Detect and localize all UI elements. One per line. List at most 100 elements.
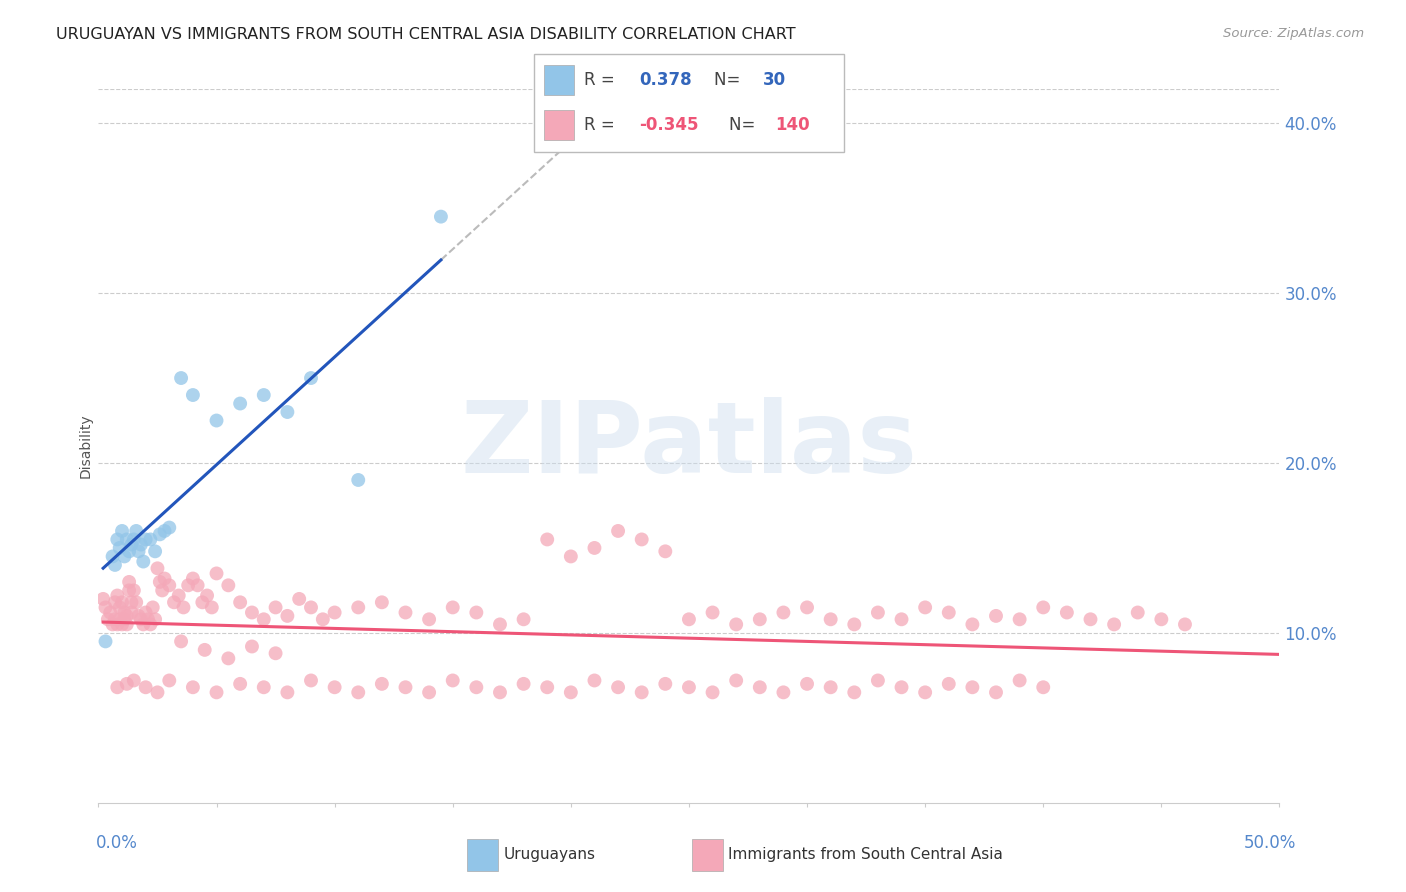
Text: R =: R = bbox=[583, 71, 620, 89]
Point bbox=[108, 541, 131, 555]
Point bbox=[1102, 617, 1125, 632]
Point bbox=[135, 680, 157, 694]
Point bbox=[1080, 612, 1102, 626]
Point bbox=[394, 606, 416, 620]
Point bbox=[167, 589, 190, 603]
Point bbox=[105, 533, 128, 547]
Point bbox=[489, 685, 512, 699]
Point bbox=[560, 685, 582, 699]
Point bbox=[121, 537, 143, 551]
Point bbox=[702, 685, 724, 699]
Point bbox=[678, 680, 700, 694]
Point bbox=[630, 685, 652, 699]
Point bbox=[276, 608, 298, 623]
Point bbox=[1056, 606, 1078, 620]
Point bbox=[163, 595, 186, 609]
Point bbox=[229, 595, 252, 609]
Point bbox=[607, 524, 630, 538]
Point bbox=[122, 583, 145, 598]
Point bbox=[121, 595, 143, 609]
Bar bbox=[544, 111, 575, 140]
Text: 0.378: 0.378 bbox=[640, 71, 692, 89]
Point bbox=[97, 612, 120, 626]
Point bbox=[1126, 606, 1149, 620]
Point bbox=[253, 388, 276, 402]
Point bbox=[820, 680, 842, 694]
Point bbox=[347, 685, 370, 699]
Point bbox=[962, 680, 984, 694]
Point bbox=[146, 561, 169, 575]
Point bbox=[139, 533, 162, 547]
Point bbox=[205, 566, 228, 581]
Point bbox=[253, 612, 276, 626]
Point bbox=[371, 677, 394, 691]
Point bbox=[112, 612, 135, 626]
Point bbox=[191, 595, 214, 609]
Point bbox=[583, 673, 606, 688]
Point bbox=[536, 533, 558, 547]
Text: Immigrants from South Central Asia: Immigrants from South Central Asia bbox=[728, 847, 1004, 862]
Text: 50.0%: 50.0% bbox=[1244, 834, 1296, 852]
Point bbox=[149, 574, 172, 589]
Point bbox=[1008, 612, 1031, 626]
Point bbox=[104, 595, 127, 609]
Point bbox=[512, 612, 534, 626]
Text: N=: N= bbox=[730, 116, 761, 134]
Point bbox=[170, 634, 193, 648]
FancyBboxPatch shape bbox=[534, 54, 844, 152]
Point bbox=[135, 533, 157, 547]
Point bbox=[536, 680, 558, 694]
Point bbox=[844, 617, 866, 632]
Point bbox=[135, 606, 157, 620]
Point bbox=[217, 578, 239, 592]
Point bbox=[181, 388, 204, 402]
Point bbox=[128, 544, 150, 558]
Point bbox=[146, 685, 169, 699]
Bar bbox=[544, 65, 575, 95]
Point bbox=[323, 606, 346, 620]
Point bbox=[177, 578, 200, 592]
Point bbox=[796, 677, 818, 691]
Point bbox=[132, 617, 155, 632]
Text: 140: 140 bbox=[776, 116, 810, 134]
Point bbox=[181, 680, 204, 694]
Point bbox=[194, 643, 217, 657]
Point bbox=[115, 677, 138, 691]
Point bbox=[143, 544, 166, 558]
Point bbox=[654, 544, 676, 558]
Point bbox=[394, 680, 416, 694]
Point bbox=[465, 606, 488, 620]
Point bbox=[108, 600, 131, 615]
Point bbox=[1032, 680, 1054, 694]
Point bbox=[772, 606, 794, 620]
Point bbox=[94, 600, 117, 615]
Text: -0.345: -0.345 bbox=[640, 116, 699, 134]
Point bbox=[276, 685, 298, 699]
Point bbox=[418, 685, 440, 699]
Point bbox=[195, 589, 218, 603]
Text: URUGUAYAN VS IMMIGRANTS FROM SOUTH CENTRAL ASIA DISABILITY CORRELATION CHART: URUGUAYAN VS IMMIGRANTS FROM SOUTH CENTR… bbox=[56, 27, 796, 42]
Point bbox=[205, 685, 228, 699]
Point bbox=[104, 558, 127, 572]
Point bbox=[347, 600, 370, 615]
Point bbox=[101, 549, 124, 564]
Point bbox=[748, 612, 770, 626]
Point bbox=[1032, 600, 1054, 615]
Text: Source: ZipAtlas.com: Source: ZipAtlas.com bbox=[1223, 27, 1364, 40]
Bar bbox=[692, 839, 723, 871]
Point bbox=[371, 595, 394, 609]
Point bbox=[583, 541, 606, 555]
Point bbox=[654, 677, 676, 691]
Point bbox=[105, 617, 128, 632]
Point bbox=[115, 617, 138, 632]
Point bbox=[118, 544, 141, 558]
Point bbox=[984, 685, 1007, 699]
Point bbox=[153, 572, 176, 586]
Point bbox=[122, 533, 145, 547]
Point bbox=[347, 473, 370, 487]
Point bbox=[299, 600, 322, 615]
Point bbox=[323, 680, 346, 694]
Point bbox=[938, 606, 960, 620]
Point bbox=[264, 646, 287, 660]
Text: 30: 30 bbox=[763, 71, 786, 89]
